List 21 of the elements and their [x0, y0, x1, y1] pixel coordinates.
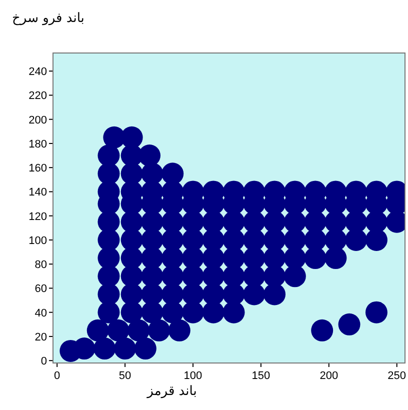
- y-tick-label: 60: [34, 283, 47, 296]
- y-tick-label: 160: [28, 162, 47, 175]
- x-tick-label: 250: [388, 370, 406, 382]
- x-tick-label: 150: [252, 370, 270, 382]
- y-tick-label: 80: [34, 259, 47, 272]
- x-tick-label: 100: [184, 370, 202, 382]
- y-tick-label: 180: [28, 138, 47, 150]
- y-tick-label: 220: [28, 90, 47, 102]
- x-tick-label: 200: [320, 370, 338, 382]
- y-axis-title: باند فرو سرخ: [12, 11, 84, 26]
- y-tick-label: 0: [40, 356, 47, 368]
- x-tick-label: 0: [54, 370, 60, 382]
- x-tick-label: 50: [118, 370, 132, 382]
- y-tick-label: 20: [34, 331, 47, 344]
- y-tick-label: 120: [28, 210, 47, 223]
- y-tick-label: 40: [34, 307, 47, 320]
- y-tick-label: 200: [28, 114, 47, 126]
- y-tick-label: 100: [28, 234, 47, 247]
- y-tick-label: 140: [28, 186, 47, 199]
- x-axis-title: باند قرمز: [146, 384, 197, 399]
- y-tick-label: 240: [28, 66, 47, 78]
